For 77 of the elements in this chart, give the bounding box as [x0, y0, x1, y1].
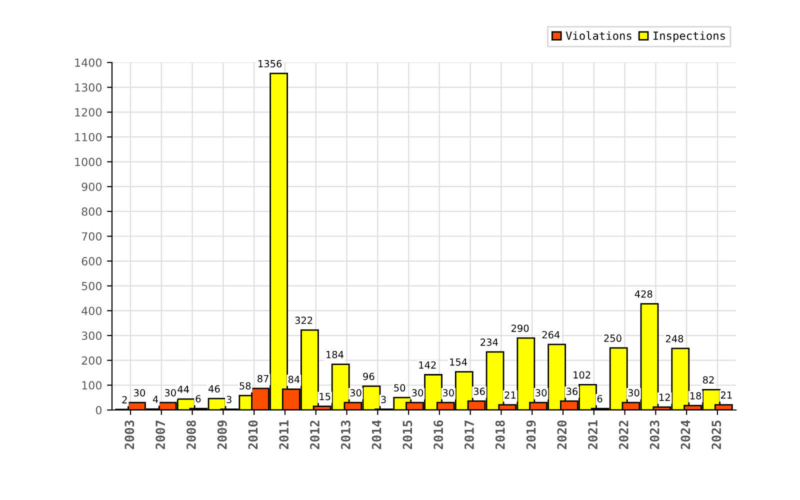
data-label: 154: [450, 358, 468, 366]
y-tick-label: 1200: [75, 108, 102, 117]
y-tick-label: 900: [82, 182, 102, 191]
data-label: 234: [480, 338, 498, 346]
data-label: 290: [511, 324, 529, 332]
x-tick-label: 2017: [464, 420, 474, 450]
data-label: 248: [666, 335, 684, 342]
data-label: 36: [474, 388, 485, 396]
data-label: 18: [690, 392, 702, 400]
data-label: 12: [660, 394, 670, 401]
data-label: 50: [394, 384, 406, 392]
data-label: 102: [574, 371, 590, 379]
data-label: 58: [240, 382, 251, 390]
data-label: 428: [634, 290, 652, 298]
y-tick-label: 200: [82, 356, 102, 365]
y-tick-label: 1100: [75, 132, 102, 142]
data-label: 36: [566, 388, 578, 396]
y-tick-label: 500: [82, 282, 102, 290]
data-label: 1356: [258, 60, 282, 68]
y-tick-label: 1300: [75, 83, 102, 92]
x-tick-label: 2009: [217, 420, 227, 450]
x-tick-label: 2020: [557, 420, 567, 450]
data-label: 184: [326, 350, 344, 358]
data-label: 2: [122, 396, 127, 404]
y-tick-label: 1400: [75, 58, 102, 67]
data-label: 82: [702, 376, 714, 384]
data-label: 30: [350, 389, 362, 397]
data-label: 44: [178, 386, 189, 393]
x-tick-label: 2008: [186, 420, 196, 450]
x-tick-label: 2003: [124, 420, 134, 450]
legend-label: Violations: [566, 31, 632, 40]
x-tick-label: 2019: [526, 420, 536, 450]
data-label: 96: [363, 372, 374, 380]
x-tick-label: 2016: [434, 420, 444, 450]
y-tick-label: 300: [82, 332, 102, 340]
x-tick-label: 2021: [588, 420, 598, 450]
x-tick-label: 2014: [372, 420, 382, 450]
y-tick-label: 0: [96, 406, 102, 414]
data-label: 46: [208, 385, 220, 393]
data-label: 21: [720, 391, 732, 399]
data-label: 87: [258, 375, 268, 382]
data-label: 84: [288, 376, 300, 384]
data-label: 30: [628, 389, 640, 397]
data-label: 250: [604, 334, 622, 342]
data-label: 30: [442, 389, 454, 397]
data-label: 30: [536, 389, 547, 397]
x-tick-label: 2007: [156, 420, 166, 450]
legend-label: Inspections: [654, 31, 725, 42]
data-label: 142: [419, 361, 436, 369]
y-tick-label: 100: [82, 381, 102, 390]
x-tick-label: 2025: [712, 420, 722, 450]
x-tick-label: 2024: [680, 420, 690, 450]
x-tick-label: 2022: [618, 420, 628, 450]
data-label: 30: [134, 389, 146, 397]
y-tick-label: 1000: [75, 158, 102, 166]
x-tick-label: 2023: [650, 420, 660, 450]
x-tick-label: 2018: [495, 420, 505, 450]
data-label: 15: [320, 393, 330, 400]
data-label: 4: [152, 396, 158, 403]
data-label: 6: [597, 395, 602, 402]
x-tick-label: 2012: [310, 420, 320, 450]
x-tick-label: 2013: [340, 420, 350, 450]
x-tick-label: 2011: [279, 420, 289, 450]
data-label: 3: [226, 396, 232, 404]
data-label: 264: [542, 331, 560, 338]
y-tick-label: 600: [82, 257, 102, 266]
x-tick-label: 2015: [402, 420, 412, 450]
data-label: 322: [295, 316, 312, 324]
data-label: 21: [504, 391, 516, 399]
x-tick-label: 2010: [248, 420, 258, 450]
data-label: 30: [412, 389, 424, 397]
y-tick-label: 800: [82, 207, 102, 216]
y-tick-label: 700: [82, 232, 102, 241]
data-label: 3: [381, 396, 386, 404]
y-tick-label: 400: [82, 306, 102, 316]
data-label: 6: [196, 395, 201, 402]
data-label: 30: [164, 389, 176, 397]
